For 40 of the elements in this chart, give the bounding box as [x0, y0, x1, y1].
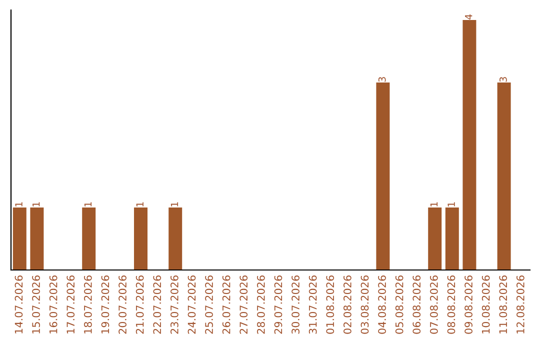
x-tick-label: 17.07.2026 — [66, 276, 75, 334]
x-tick-label: 10.08.2026 — [482, 276, 490, 334]
x-tick-label: 31.07.2026 — [308, 276, 317, 334]
x-tick-label: 11.08.2026 — [499, 276, 508, 334]
x-tick-label: 22.07.2026 — [153, 276, 162, 334]
x-tick-label: 03.08.2026 — [360, 276, 369, 334]
x-tick-label: 21.07.2026 — [136, 276, 144, 334]
x-tick-label: 12.08.2026 — [516, 276, 524, 334]
data-label: 1 — [32, 202, 40, 206]
x-tick-label: 04.08.2026 — [378, 276, 386, 334]
x-tick-label: 29.07.2026 — [274, 276, 282, 334]
x-tick-label: 27.07.2026 — [240, 276, 248, 334]
x-tick-label: 07.08.2026 — [430, 276, 438, 334]
x-tick-label: 15.07.2026 — [32, 276, 40, 334]
data-label: 1 — [430, 202, 438, 206]
x-tick-label: 01.08.2026 — [326, 276, 334, 334]
x-tick-label: 28.07.2026 — [256, 276, 265, 334]
x-tick-label: 26.07.2026 — [222, 276, 230, 334]
x-tick-label: 23.07.2026 — [170, 276, 178, 334]
x-tick-label: 05.08.2026 — [395, 276, 404, 334]
data-label: 1 — [448, 202, 455, 206]
x-tick-label: 08.08.2026 — [447, 276, 456, 334]
x-tick-label: 09.08.2026 — [464, 276, 472, 334]
data-label: 4 — [465, 14, 472, 20]
x-tick-label: 25.07.2026 — [205, 276, 213, 334]
data-label: 1 — [136, 202, 144, 206]
x-tick-label: 14.07.2026 — [14, 276, 23, 334]
x-tick-label: 18.07.2026 — [84, 276, 92, 334]
data-label: 1 — [15, 202, 22, 206]
x-tick-label: 02.08.2026 — [343, 276, 352, 334]
data-label: 1 — [84, 202, 92, 206]
x-tick-label: 19.07.2026 — [101, 276, 110, 334]
data-label: 3 — [500, 77, 507, 82]
data-label: 1 — [170, 202, 178, 206]
x-tick-label: 06.08.2026 — [412, 276, 421, 334]
x-tick-label: 20.07.2026 — [118, 276, 126, 334]
x-tick-label: 24.07.2026 — [188, 276, 196, 334]
x-tick-label: 16.07.2026 — [49, 276, 58, 334]
data-label: 3 — [378, 77, 386, 82]
x-tick-label: 30.07.2026 — [292, 276, 300, 334]
